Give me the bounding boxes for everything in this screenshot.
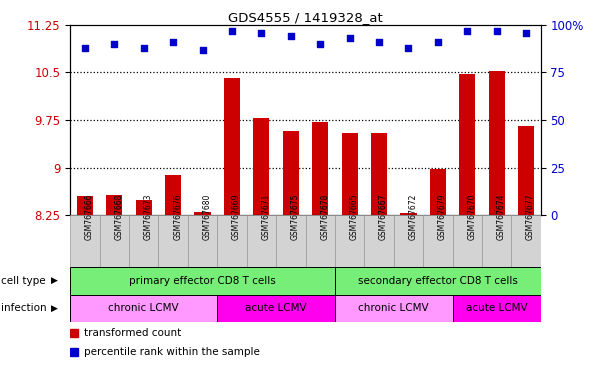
Point (80, 45, 90, 51)
Bar (453, 215, 482, 267)
Point (139, 45, 148, 51)
Point (168, 39, 178, 45)
Text: infection: infection (1, 303, 47, 313)
Text: cell type: cell type (1, 276, 46, 286)
Bar (136, 200, 152, 215)
Bar (335, 267, 541, 295)
Text: GSM767669: GSM767669 (232, 194, 241, 240)
Bar (247, 215, 276, 267)
Text: acute LCMV: acute LCMV (466, 303, 527, 313)
Bar (129, 215, 158, 267)
Bar (335, 215, 364, 267)
Text: GSM767677: GSM767677 (526, 194, 535, 240)
Text: GSM767680: GSM767680 (203, 194, 211, 240)
Bar (306, 215, 335, 267)
Point (403, 45, 413, 51)
Text: GSM767675: GSM767675 (291, 194, 300, 240)
Text: GSM767670: GSM767670 (467, 194, 476, 240)
Bar (70, 215, 100, 267)
Point (492, 28, 502, 34)
Bar (312, 122, 328, 215)
Text: chronic LCMV: chronic LCMV (109, 303, 179, 313)
Bar (482, 215, 511, 267)
Bar (342, 132, 357, 215)
Bar (371, 132, 387, 215)
Point (286, 33, 296, 40)
Text: GSM767665: GSM767665 (349, 194, 359, 240)
Text: GSM767672: GSM767672 (408, 194, 417, 240)
Text: GSM767671: GSM767671 (262, 194, 271, 240)
Bar (218, 215, 247, 267)
Bar (70, 267, 335, 295)
Text: GSM767666: GSM767666 (85, 194, 94, 240)
Point (463, 28, 472, 34)
Text: ▶: ▶ (51, 276, 57, 285)
Bar (276, 215, 306, 267)
Point (521, 30, 531, 36)
Bar (459, 74, 475, 215)
Point (198, 46, 208, 53)
Bar (165, 175, 181, 215)
Bar (100, 215, 129, 267)
Bar (453, 295, 541, 322)
Text: GSM767676: GSM767676 (173, 194, 182, 240)
Bar (489, 71, 505, 215)
Bar (77, 196, 93, 215)
Bar (511, 215, 541, 267)
Bar (335, 295, 453, 322)
Text: transformed count: transformed count (84, 328, 181, 338)
Bar (70, 295, 218, 322)
Bar (224, 78, 240, 215)
Text: GSM767678: GSM767678 (320, 194, 329, 240)
Bar (218, 295, 335, 322)
Bar (393, 215, 423, 267)
Text: GSM767673: GSM767673 (144, 194, 153, 240)
Text: GSM767674: GSM767674 (497, 194, 506, 240)
Text: acute LCMV: acute LCMV (245, 303, 307, 313)
Text: GSM767679: GSM767679 (438, 194, 447, 240)
Text: GSM767668: GSM767668 (114, 194, 123, 240)
Bar (400, 213, 417, 215)
Text: percentile rank within the sample: percentile rank within the sample (84, 347, 260, 357)
Text: ▶: ▶ (51, 304, 57, 313)
Text: primary effector CD8 T cells: primary effector CD8 T cells (129, 276, 276, 286)
Point (257, 30, 266, 36)
Bar (254, 118, 269, 215)
Point (374, 39, 384, 45)
Bar (518, 126, 534, 215)
Bar (283, 131, 299, 215)
Text: chronic LCMV: chronic LCMV (359, 303, 429, 313)
Point (345, 35, 354, 41)
Point (315, 41, 325, 47)
Point (227, 28, 237, 34)
Bar (430, 169, 446, 215)
Bar (158, 215, 188, 267)
Bar (194, 212, 211, 215)
Text: secondary effector CD8 T cells: secondary effector CD8 T cells (358, 276, 518, 286)
Bar (364, 215, 393, 267)
Bar (106, 195, 122, 215)
Title: GDS4555 / 1419328_at: GDS4555 / 1419328_at (228, 11, 383, 24)
Point (433, 39, 443, 45)
Bar (423, 215, 453, 267)
Bar (188, 215, 218, 267)
Point (109, 41, 119, 47)
Text: GSM767667: GSM767667 (379, 194, 388, 240)
